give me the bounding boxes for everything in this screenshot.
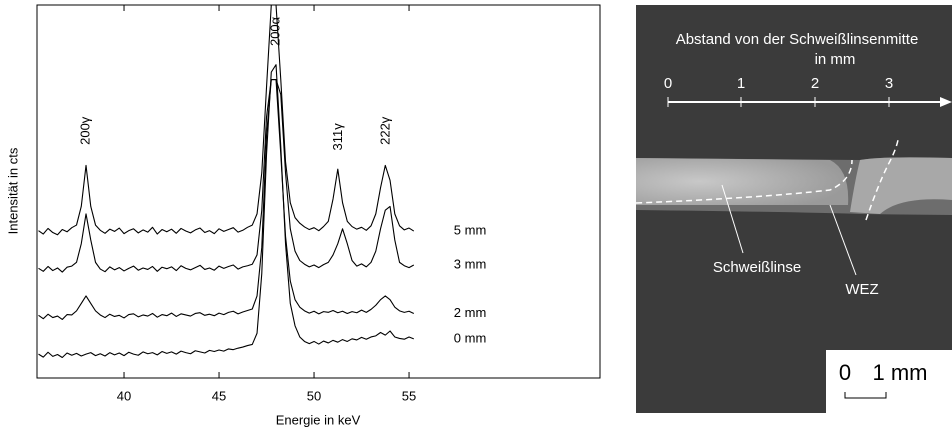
leader-line [829,204,857,276]
x-axis-label: Energie in keV [276,412,361,427]
scale-bar-box [826,350,952,413]
region-label: Schweißlinse [713,259,801,276]
lens-boundary [635,159,853,204]
haz [850,157,952,214]
region-label: WEZ [845,281,878,298]
micrograph: Abstand von der Schweißlinsenmitte in mm… [635,5,952,413]
peak-label: 311γ [330,123,345,151]
x-tick-label: 55 [402,388,416,403]
ruler-arrow [940,97,952,107]
peak-label: 200γ [77,116,92,145]
peak-label: 200α [267,16,282,46]
y-axis-label: Intensität in cts [5,147,20,234]
weld-lens [636,158,849,205]
plot-area [38,5,415,359]
leader-line [721,184,744,254]
ruler-tick-label: 1 [737,75,745,92]
ruler-title: Abstand von der Schweißlinsenmitte [676,31,919,48]
scale-bar [844,392,887,399]
peak-label: 222γ [378,116,393,145]
haz-boundary [865,139,899,221]
x-tick-label: 40 [117,388,131,403]
series-label: 0 mm [454,330,487,345]
spectrum [38,5,415,236]
series-label: 5 mm [454,222,487,237]
ruler-tick-label: 0 [664,75,672,92]
ruler-tick-label: 2 [811,75,819,92]
x-tick-label: 45 [212,388,226,403]
spectrum [38,79,415,273]
ruler-tick-label: 3 [885,75,893,92]
x-tick-label: 50 [307,388,321,403]
spectrum [38,79,415,320]
ruler-title: in mm [815,51,856,68]
scale-bar-label: 0 [839,360,851,385]
scale-bar-label: 1 mm [873,360,928,385]
series-label: 3 mm [454,256,487,271]
plot-frame [36,4,601,379]
series-label: 2 mm [454,305,487,320]
spectrum [38,64,414,359]
